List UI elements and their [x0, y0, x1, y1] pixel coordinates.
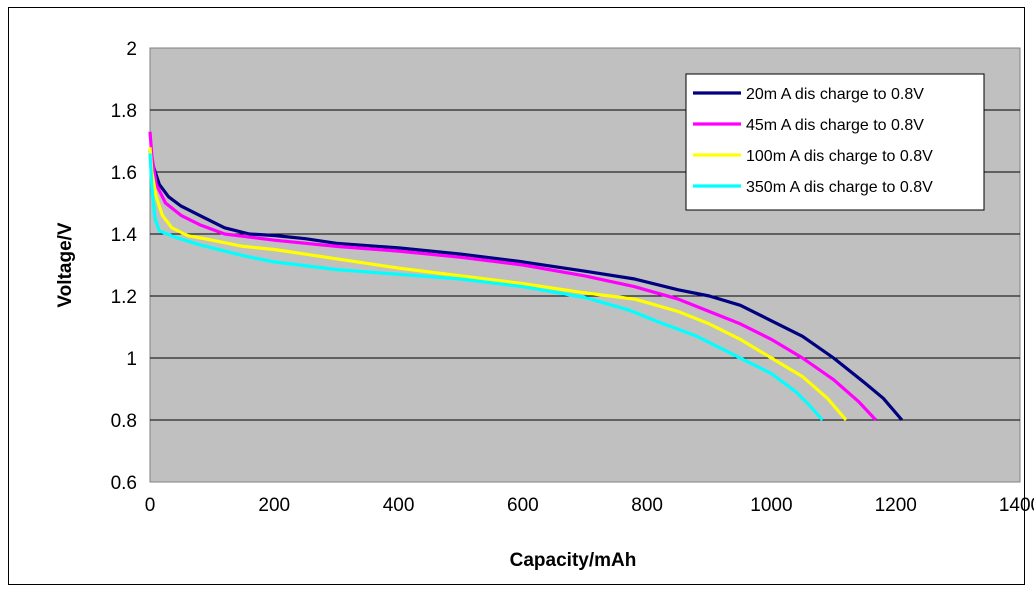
- x-axis-title: Capacity/mAh: [510, 550, 637, 571]
- y-tick-label: 1.2: [111, 287, 137, 308]
- y-tick-label: 1.4: [111, 225, 138, 246]
- legend-label: 20m A dis charge to 0.8V: [746, 86, 924, 103]
- legend-label: 45m A dis charge to 0.8V: [746, 117, 924, 134]
- series-line-2: [148, 131, 877, 422]
- y-tick-label: 2: [126, 39, 137, 60]
- y-axis-ticks: 0.6 0.8 1 1.2 1.4 1.6 1.8 2: [111, 39, 138, 494]
- y-tick-label: 0.6: [111, 473, 137, 494]
- x-tick-label: 600: [507, 495, 539, 516]
- x-tick-label: 400: [383, 495, 415, 516]
- y-axis-title: Voltage/V: [55, 222, 76, 307]
- y-tick-label: 1: [126, 349, 137, 370]
- series-line-1: [148, 149, 904, 422]
- series-line-3: [148, 147, 848, 422]
- legend-label: 350m A dis charge to 0.8V: [746, 179, 933, 196]
- y-tick-label: 1.6: [111, 163, 137, 184]
- y-tick-label: 0.8: [111, 411, 137, 432]
- x-tick-label: 200: [258, 495, 290, 516]
- x-tick-label: 0: [145, 495, 156, 516]
- x-tick-label: 1000: [750, 495, 792, 516]
- legend: 20m A dis charge to 0.8V 45m A dis charge…: [685, 73, 985, 211]
- series-line-4: [148, 153, 824, 422]
- legend-label: 100m A dis charge to 0.8V: [746, 148, 933, 165]
- x-tick-label: 800: [631, 495, 663, 516]
- x-tick-label: 1200: [875, 495, 917, 516]
- y-tick-label: 1.8: [111, 101, 137, 122]
- series-lines: [148, 131, 904, 422]
